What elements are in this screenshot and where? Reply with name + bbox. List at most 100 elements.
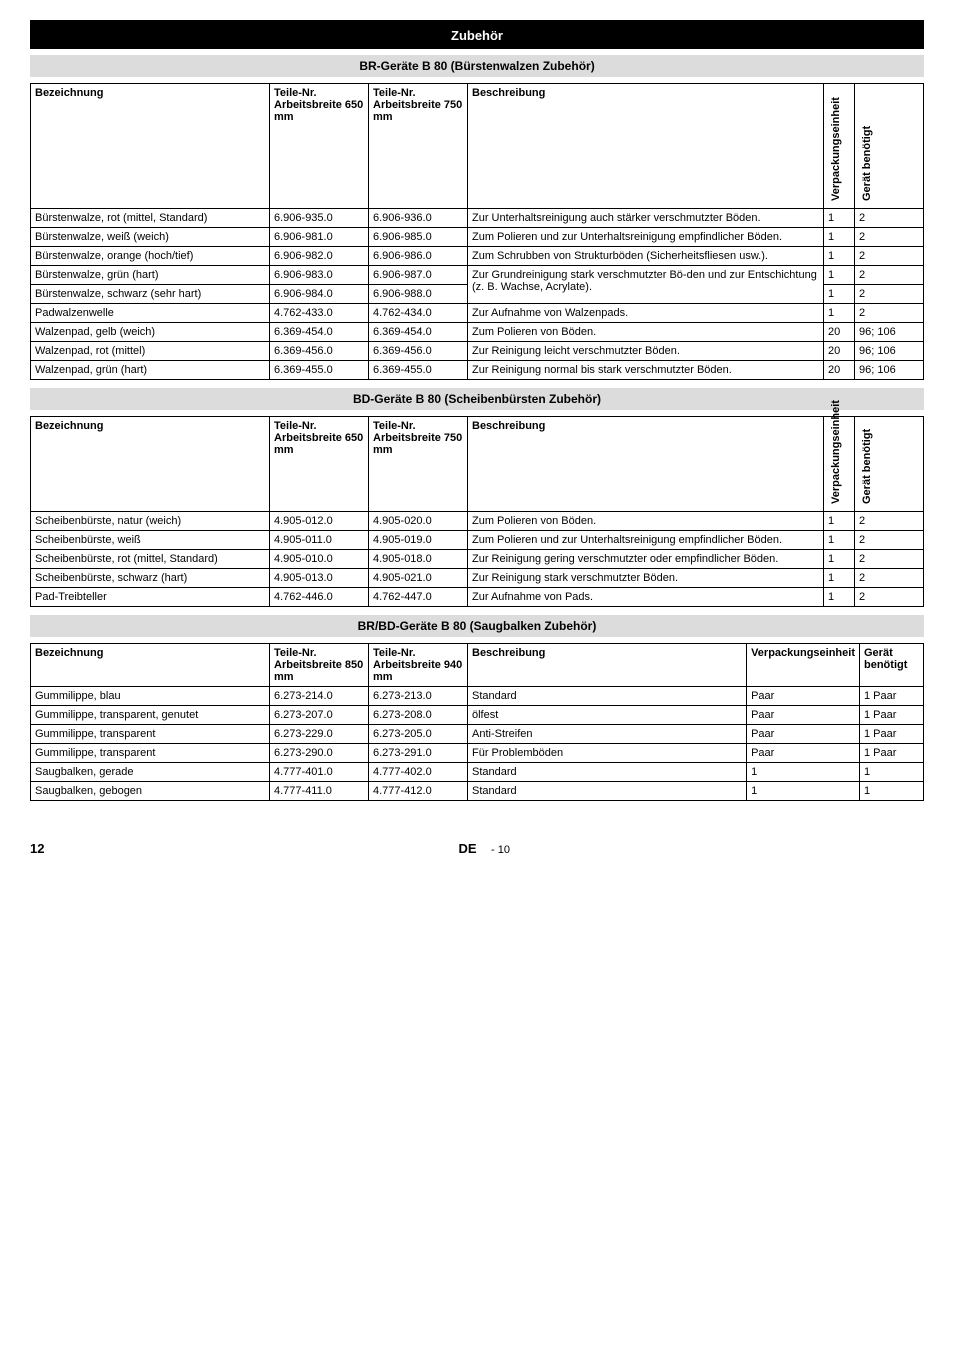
th-bez: Bezeichnung bbox=[31, 417, 270, 512]
cell-vpe: 1 bbox=[824, 550, 855, 569]
cell-vpe: 1 bbox=[824, 285, 855, 304]
cell-besch: Zum Polieren und zur Unterhaltsreinigung… bbox=[468, 531, 824, 550]
cell-bez: Bürstenwalze, weiß (weich) bbox=[31, 228, 270, 247]
cell-ger: 1 bbox=[860, 782, 924, 801]
cell-bez: Saugbalken, gerade bbox=[31, 763, 270, 782]
cell-bez: Scheibenbürste, rot (mittel, Standard) bbox=[31, 550, 270, 569]
cell-ger: 2 bbox=[855, 569, 924, 588]
cell-t1: 6.906-984.0 bbox=[270, 285, 369, 304]
cell-ger: 2 bbox=[855, 588, 924, 607]
cell-ger: 2 bbox=[855, 512, 924, 531]
table-row: Gummilippe, transparent6.273-229.06.273-… bbox=[31, 725, 924, 744]
th-vpe: Verpackungseinheit bbox=[824, 417, 855, 512]
cell-t2: 4.762-447.0 bbox=[369, 588, 468, 607]
cell-besch: Zur Reinigung stark verschmutzter Böden. bbox=[468, 569, 824, 588]
cell-t1: 4.905-011.0 bbox=[270, 531, 369, 550]
cell-vpe: Paar bbox=[747, 687, 860, 706]
cell-t2: 6.273-205.0 bbox=[369, 725, 468, 744]
table-row: Saugbalken, gebogen4.777-411.04.777-412.… bbox=[31, 782, 924, 801]
cell-t1: 6.369-456.0 bbox=[270, 342, 369, 361]
cell-bez: Gummilippe, blau bbox=[31, 687, 270, 706]
cell-vpe: 1 bbox=[824, 588, 855, 607]
cell-t1: 6.273-214.0 bbox=[270, 687, 369, 706]
cell-bez: Padwalzenwelle bbox=[31, 304, 270, 323]
th-ger: Gerät benötigt bbox=[855, 417, 924, 512]
cell-ger: 2 bbox=[855, 247, 924, 266]
table-row: Saugbalken, gerade4.777-401.04.777-402.0… bbox=[31, 763, 924, 782]
cell-t1: 4.777-401.0 bbox=[270, 763, 369, 782]
cell-ger: 2 bbox=[855, 209, 924, 228]
cell-vpe: 1 bbox=[824, 569, 855, 588]
table-row: Walzenpad, gelb (weich)6.369-454.06.369-… bbox=[31, 323, 924, 342]
cell-ger: 1 Paar bbox=[860, 725, 924, 744]
cell-bez: Bürstenwalze, rot (mittel, Standard) bbox=[31, 209, 270, 228]
cell-bez: Bürstenwalze, orange (hoch/tief) bbox=[31, 247, 270, 266]
cell-ger: 1 Paar bbox=[860, 744, 924, 763]
page-footer: 12 DE - 10 bbox=[30, 841, 924, 856]
th-bez: Bezeichnung bbox=[31, 644, 270, 687]
cell-ger: 96; 106 bbox=[855, 361, 924, 380]
cell-t1: 6.906-983.0 bbox=[270, 266, 369, 285]
cell-vpe: 1 bbox=[824, 304, 855, 323]
cell-t1: 4.905-012.0 bbox=[270, 512, 369, 531]
cell-t2: 6.906-986.0 bbox=[369, 247, 468, 266]
th-t1: Teile-Nr. Arbeitsbreite 650 mm bbox=[270, 84, 369, 209]
cell-ger: 96; 106 bbox=[855, 342, 924, 361]
section-header-main: Zubehör bbox=[30, 20, 924, 49]
cell-besch: Zum Polieren von Böden. bbox=[468, 323, 824, 342]
cell-bez: Bürstenwalze, schwarz (sehr hart) bbox=[31, 285, 270, 304]
cell-besch: Zur Unterhaltsreinigung auch stärker ver… bbox=[468, 209, 824, 228]
table-saug: Bezeichnung Teile-Nr. Arbeitsbreite 850 … bbox=[30, 643, 924, 801]
cell-t2: 4.905-019.0 bbox=[369, 531, 468, 550]
cell-vpe: 1 bbox=[824, 512, 855, 531]
table-bd: Bezeichnung Teile-Nr. Arbeitsbreite 650 … bbox=[30, 416, 924, 607]
cell-bez: Walzenpad, grün (hart) bbox=[31, 361, 270, 380]
cell-t2: 4.762-434.0 bbox=[369, 304, 468, 323]
th-ger: Gerät benötigt bbox=[855, 84, 924, 209]
cell-t2: 6.273-291.0 bbox=[369, 744, 468, 763]
cell-t2: 6.273-213.0 bbox=[369, 687, 468, 706]
cell-besch: Zum Schrubben von Strukturböden (Sicherh… bbox=[468, 247, 824, 266]
cell-t2: 4.777-402.0 bbox=[369, 763, 468, 782]
table-row: Scheibenbürste, weiß4.905-011.04.905-019… bbox=[31, 531, 924, 550]
cell-bez: Scheibenbürste, natur (weich) bbox=[31, 512, 270, 531]
cell-vpe: 1 bbox=[824, 266, 855, 285]
table-row: Bürstenwalze, grün (hart)6.906-983.06.90… bbox=[31, 266, 924, 285]
cell-bez: Bürstenwalze, grün (hart) bbox=[31, 266, 270, 285]
table-br: Bezeichnung Teile-Nr. Arbeitsbreite 650 … bbox=[30, 83, 924, 380]
footer-lang: DE bbox=[458, 841, 476, 856]
cell-ger: 2 bbox=[855, 304, 924, 323]
cell-besch: Anti-Streifen bbox=[468, 725, 747, 744]
cell-besch: Zur Aufnahme von Pads. bbox=[468, 588, 824, 607]
table-row: Walzenpad, grün (hart)6.369-455.06.369-4… bbox=[31, 361, 924, 380]
table-row: Scheibenbürste, rot (mittel, Standard)4.… bbox=[31, 550, 924, 569]
cell-vpe: Paar bbox=[747, 706, 860, 725]
cell-besch: ölfest bbox=[468, 706, 747, 725]
cell-bez: Gummilippe, transparent bbox=[31, 744, 270, 763]
cell-vpe: Paar bbox=[747, 725, 860, 744]
cell-ger: 96; 106 bbox=[855, 323, 924, 342]
cell-t2: 6.906-988.0 bbox=[369, 285, 468, 304]
cell-besch: Zum Polieren von Böden. bbox=[468, 512, 824, 531]
cell-t1: 4.905-013.0 bbox=[270, 569, 369, 588]
cell-besch: Zur Aufnahme von Walzenpads. bbox=[468, 304, 824, 323]
cell-ger: 2 bbox=[855, 531, 924, 550]
cell-t1: 6.273-207.0 bbox=[270, 706, 369, 725]
cell-t1: 4.777-411.0 bbox=[270, 782, 369, 801]
cell-besch: Standard bbox=[468, 782, 747, 801]
table-row: Bürstenwalze, orange (hoch/tief) 6.906-98… bbox=[31, 247, 924, 266]
cell-besch: Zum Polieren und zur Unterhaltsreinigung… bbox=[468, 228, 824, 247]
cell-besch: Standard bbox=[468, 763, 747, 782]
cell-t1: 6.369-454.0 bbox=[270, 323, 369, 342]
th-t2: Teile-Nr. Arbeitsbreite 940 mm bbox=[369, 644, 468, 687]
cell-bez: Gummilippe, transparent, genutet bbox=[31, 706, 270, 725]
cell-vpe: 1 bbox=[747, 782, 860, 801]
cell-bez: Walzenpad, rot (mittel) bbox=[31, 342, 270, 361]
th-vpe: Verpackungseinheit bbox=[824, 84, 855, 209]
table-row: Bürstenwalze, weiß (weich)6.906-981.06.9… bbox=[31, 228, 924, 247]
cell-bez: Gummilippe, transparent bbox=[31, 725, 270, 744]
cell-ger: 1 Paar bbox=[860, 706, 924, 725]
cell-bez: Pad-Treibteller bbox=[31, 588, 270, 607]
cell-t2: 4.905-020.0 bbox=[369, 512, 468, 531]
cell-t1: 6.369-455.0 bbox=[270, 361, 369, 380]
